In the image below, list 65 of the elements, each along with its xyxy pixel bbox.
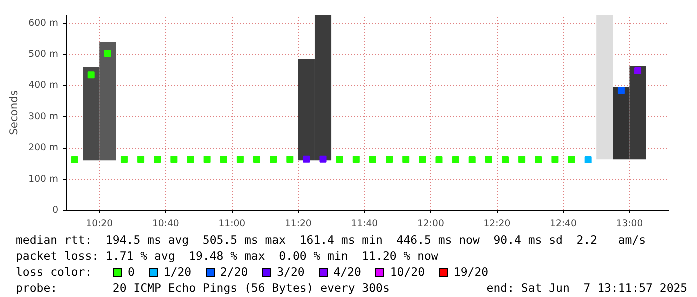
point [436,156,443,164]
legend-label: 0 [128,265,135,279]
point [386,156,394,164]
point [204,156,211,164]
point [270,156,278,164]
legend-label: 2/20 [220,265,248,279]
point [485,156,492,164]
point [254,156,261,164]
text: packet loss: 1.71 % avg 19.48 % max 0.00 % min 11.20 % now [16,248,440,264]
point [502,156,509,164]
point [138,156,145,164]
point [568,156,576,164]
point [369,156,376,164]
y-tick-label: 0 [52,205,59,216]
point [220,156,228,164]
legend-label: 19/20 [454,265,489,279]
x-tick-label: 12:20 [484,218,511,230]
point [402,156,410,164]
y-tick-label: 400 m [28,80,59,92]
point [419,156,426,164]
text: median rtt: 194.5 ms avg 505.5 ms max 161.4 ms min 446.5 ms now 90.4 ms sd 2.2 am/s [16,232,648,248]
point [634,68,642,75]
x-tick-label: 11:20 [284,218,312,230]
point [303,156,310,163]
y-tick-label: 500 m [28,49,59,60]
legend-label: 1/20 [164,265,192,279]
point [187,156,194,164]
legend-title: loss color: [16,265,92,279]
x-tick-label: 12:00 [418,218,444,230]
x-tick-label: 13:00 [616,218,644,230]
legend-label: 4/20 [334,265,362,279]
point [71,156,78,164]
point [352,156,360,164]
point [120,156,128,164]
point [584,156,592,164]
x-tick-label: 11:00 [218,218,246,230]
point [535,156,542,164]
x-tick-label: 11:40 [351,218,378,230]
x-tick-label: 10:20 [86,218,114,230]
point [452,156,460,164]
point [618,87,625,94]
y-tick-label: 600 m [28,18,59,29]
point [236,156,244,164]
bar [83,67,100,161]
point [104,50,112,58]
point [336,156,344,164]
point [286,156,294,164]
bar [596,16,614,160]
point [154,156,162,164]
x-tick-label: 12:40 [550,218,577,230]
point [468,156,476,164]
point [518,156,526,164]
text: probe: 20 ICMP Echo Pings (56 Bytes) every 300s end: Sat Jun 7 13:11:57 2025 [16,280,688,296]
point [88,72,95,79]
legend-label: 10/20 [390,265,425,279]
point [320,156,327,163]
y-axis-title: Seconds [8,90,21,136]
y-tick-label: 100 m [28,174,59,185]
point [170,156,178,164]
y-tick-label: 300 m [28,111,59,122]
y-tick-label: 200 m [28,142,59,154]
bar [100,42,116,161]
legend-label: 3/20 [277,265,305,279]
point [552,156,559,164]
x-tick-label: 10:40 [152,218,180,230]
